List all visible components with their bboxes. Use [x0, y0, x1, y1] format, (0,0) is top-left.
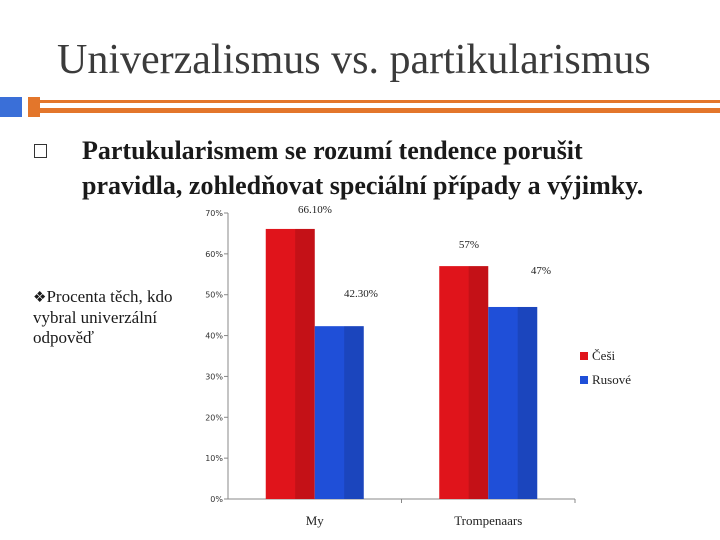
slide-title: Univerzalismus vs. partikularismus — [57, 37, 651, 83]
bar-češi-my — [265, 228, 315, 500]
y-tick-label: 20% — [205, 413, 223, 422]
bar-češi-trompenaars — [439, 266, 489, 499]
legend-label: Češi — [592, 348, 616, 363]
y-tick-label: 70% — [205, 209, 223, 218]
y-tick-label: 40% — [205, 332, 223, 341]
y-tick-label: 10% — [205, 454, 223, 463]
legend-swatch-rusové — [580, 376, 588, 384]
data-label: 47% — [531, 265, 551, 277]
data-label: 66.10% — [298, 204, 332, 216]
y-tick-label: 60% — [205, 250, 223, 259]
bullet-text: Partukularismem se rozumí tendence poruš… — [82, 136, 644, 200]
legend-label: Rusové — [592, 372, 631, 387]
bullet-checkbox-icon — [34, 144, 47, 158]
data-label: 57% — [459, 239, 479, 251]
data-label: 42.30% — [344, 288, 378, 300]
x-category-label: Trompenaars — [454, 513, 522, 528]
y-tick-label: 30% — [205, 372, 223, 381]
legend-swatch-češi — [580, 352, 588, 360]
x-category-label: My — [306, 513, 325, 528]
side-note: ❖Procenta těch, kdo vybral univerzální o… — [33, 287, 183, 348]
bar-rusové-trompenaars — [488, 306, 538, 499]
title-divider — [0, 97, 720, 117]
bar-shade — [344, 326, 364, 499]
bar-shade — [295, 228, 315, 500]
y-tick-label: 50% — [205, 291, 223, 300]
side-note-text: Procenta těch, kdo vybral univerzální od… — [33, 287, 173, 347]
bar-rusové-my — [314, 326, 364, 499]
bar-shade — [517, 306, 538, 499]
bar-shade — [468, 266, 489, 499]
diamond-bullet-icon: ❖ — [33, 290, 47, 306]
y-tick-label: 0% — [210, 495, 223, 504]
